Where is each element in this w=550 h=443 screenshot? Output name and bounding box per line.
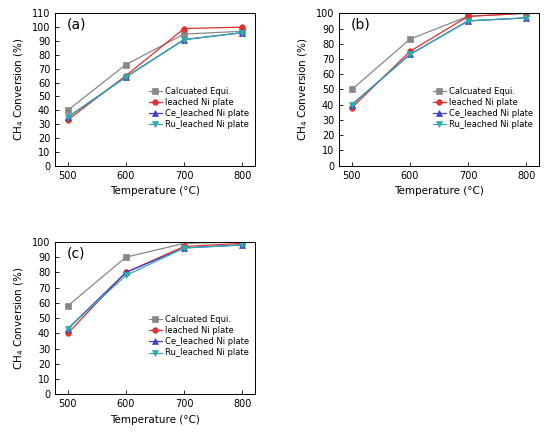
Text: (b): (b) xyxy=(351,18,371,32)
Calcuated Equi. xyxy=(181,241,188,246)
leached Ni plate xyxy=(523,11,530,16)
Ce_leached Ni plate xyxy=(181,245,188,251)
Calcuated Equi. xyxy=(123,62,129,67)
Line: leached Ni plate: leached Ni plate xyxy=(65,241,245,336)
Line: Ru_leached Ni plate: Ru_leached Ni plate xyxy=(349,15,529,108)
Ce_leached Ni plate xyxy=(239,242,245,248)
leached Ni plate xyxy=(465,14,471,19)
Line: Calcuated Equi.: Calcuated Equi. xyxy=(65,28,245,113)
Y-axis label: CH$_4$ Conversion (%): CH$_4$ Conversion (%) xyxy=(13,266,26,370)
Calcuated Equi. xyxy=(406,36,413,42)
Ru_leached Ni plate xyxy=(406,52,413,57)
Ce_leached Ni plate xyxy=(64,326,71,331)
X-axis label: Temperature (°C): Temperature (°C) xyxy=(110,415,200,425)
Ce_leached Ni plate xyxy=(181,37,188,42)
Legend: Calcuated Equi., leached Ni plate, Ce_leached Ni plate, Ru_leached Ni plate: Calcuated Equi., leached Ni plate, Ce_le… xyxy=(432,85,535,131)
leached Ni plate xyxy=(64,330,71,336)
Line: Ru_leached Ni plate: Ru_leached Ni plate xyxy=(65,242,245,331)
Y-axis label: CH$_4$ Conversion (%): CH$_4$ Conversion (%) xyxy=(13,38,26,141)
Ru_leached Ni plate xyxy=(123,273,129,278)
leached Ni plate xyxy=(181,26,188,31)
Ce_leached Ni plate xyxy=(406,52,413,57)
Ce_leached Ni plate xyxy=(465,18,471,23)
Ru_leached Ni plate xyxy=(181,245,188,251)
Calcuated Equi. xyxy=(239,29,245,34)
Ce_leached Ni plate xyxy=(123,270,129,275)
Line: Ce_leached Ni plate: Ce_leached Ni plate xyxy=(65,242,245,331)
X-axis label: Temperature (°C): Temperature (°C) xyxy=(394,186,484,196)
Ru_leached Ni plate xyxy=(523,15,530,20)
Text: (c): (c) xyxy=(67,246,85,260)
Calcuated Equi. xyxy=(523,11,530,16)
Calcuated Equi. xyxy=(181,31,188,37)
Calcuated Equi. xyxy=(349,87,355,92)
Legend: Calcuated Equi., leached Ni plate, Ce_leached Ni plate, Ru_leached Ni plate: Calcuated Equi., leached Ni plate, Ce_le… xyxy=(147,314,251,359)
Legend: Calcuated Equi., leached Ni plate, Ce_leached Ni plate, Ru_leached Ni plate: Calcuated Equi., leached Ni plate, Ce_le… xyxy=(147,85,251,131)
Ru_leached Ni plate xyxy=(239,242,245,248)
Calcuated Equi. xyxy=(64,108,71,113)
Ce_leached Ni plate xyxy=(349,102,355,107)
leached Ni plate xyxy=(239,24,245,30)
Line: Calcuated Equi.: Calcuated Equi. xyxy=(65,239,245,309)
leached Ni plate xyxy=(181,244,188,249)
Line: Ce_leached Ni plate: Ce_leached Ni plate xyxy=(349,15,529,108)
Ce_leached Ni plate xyxy=(123,74,129,80)
Text: (a): (a) xyxy=(67,18,86,32)
Line: Ru_leached Ni plate: Ru_leached Ni plate xyxy=(65,30,245,120)
leached Ni plate xyxy=(64,117,71,123)
Calcuated Equi. xyxy=(465,14,471,19)
Ce_leached Ni plate xyxy=(523,15,530,20)
Line: leached Ni plate: leached Ni plate xyxy=(65,24,245,123)
Ru_leached Ni plate xyxy=(64,115,71,120)
Y-axis label: CH$_4$ Conversion (%): CH$_4$ Conversion (%) xyxy=(296,38,310,141)
Line: Calcuated Equi.: Calcuated Equi. xyxy=(349,11,529,92)
Calcuated Equi. xyxy=(239,239,245,245)
Ce_leached Ni plate xyxy=(64,115,71,120)
Ru_leached Ni plate xyxy=(64,326,71,331)
X-axis label: Temperature (°C): Temperature (°C) xyxy=(110,186,200,196)
Line: Ce_leached Ni plate: Ce_leached Ni plate xyxy=(65,30,245,120)
Ru_leached Ni plate xyxy=(181,37,188,42)
leached Ni plate xyxy=(239,241,245,246)
Ru_leached Ni plate xyxy=(349,102,355,107)
Ru_leached Ni plate xyxy=(123,74,129,80)
Line: leached Ni plate: leached Ni plate xyxy=(349,11,529,111)
Ru_leached Ni plate xyxy=(239,30,245,35)
Calcuated Equi. xyxy=(64,303,71,308)
leached Ni plate xyxy=(123,73,129,78)
Calcuated Equi. xyxy=(123,254,129,260)
Ce_leached Ni plate xyxy=(239,30,245,35)
leached Ni plate xyxy=(406,49,413,54)
leached Ni plate xyxy=(123,270,129,275)
Ru_leached Ni plate xyxy=(465,18,471,23)
leached Ni plate xyxy=(349,105,355,110)
